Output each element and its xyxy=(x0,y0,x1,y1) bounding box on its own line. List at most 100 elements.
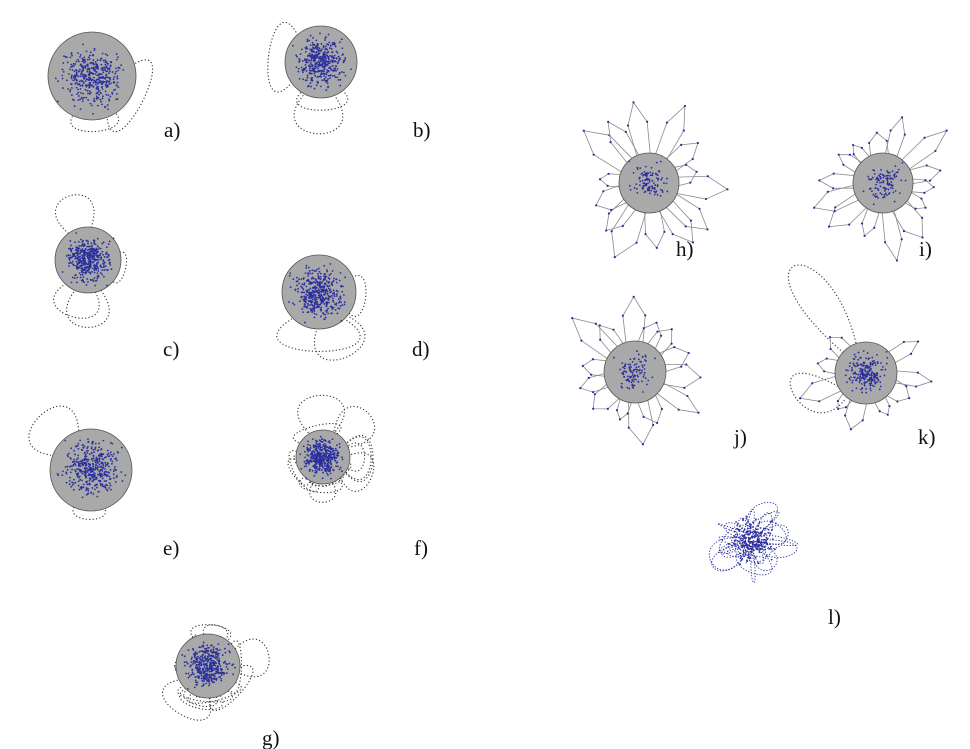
edge-loop xyxy=(752,520,787,545)
node xyxy=(220,677,223,680)
node xyxy=(859,357,862,359)
node xyxy=(99,252,102,255)
node xyxy=(91,474,94,476)
node xyxy=(112,470,115,473)
node xyxy=(70,83,73,86)
node xyxy=(71,484,74,486)
node xyxy=(114,481,117,483)
node xyxy=(628,184,631,187)
node xyxy=(196,657,199,660)
node xyxy=(205,673,208,676)
node xyxy=(744,544,747,546)
node xyxy=(93,258,96,261)
node xyxy=(77,250,80,252)
node xyxy=(306,446,309,449)
node xyxy=(620,382,623,385)
node xyxy=(104,90,107,93)
node xyxy=(66,61,69,64)
node xyxy=(300,295,303,298)
node xyxy=(629,358,632,361)
node xyxy=(311,276,314,279)
node xyxy=(88,93,91,95)
node xyxy=(115,459,118,462)
node xyxy=(218,671,221,674)
node xyxy=(314,471,317,474)
node xyxy=(98,259,100,261)
node xyxy=(849,428,852,431)
node xyxy=(635,362,638,365)
node xyxy=(97,247,100,249)
node xyxy=(314,295,316,298)
edge-petal xyxy=(628,400,654,445)
node xyxy=(85,85,88,88)
node xyxy=(192,673,194,675)
node xyxy=(320,315,322,318)
node xyxy=(879,385,882,388)
node xyxy=(329,77,331,80)
panel-k xyxy=(787,264,933,431)
node xyxy=(93,97,96,100)
node xyxy=(320,309,322,312)
node xyxy=(851,381,854,384)
node xyxy=(649,171,652,174)
node xyxy=(311,54,314,57)
node xyxy=(107,72,110,75)
node xyxy=(315,54,318,57)
edge-petal xyxy=(582,358,607,377)
node xyxy=(343,303,346,306)
node xyxy=(61,68,64,71)
node xyxy=(103,265,105,268)
node xyxy=(90,61,93,64)
node xyxy=(79,98,82,101)
node xyxy=(882,176,885,179)
node xyxy=(65,255,68,257)
node xyxy=(81,267,84,269)
node xyxy=(902,340,905,344)
node xyxy=(228,650,231,652)
node xyxy=(658,170,661,172)
node xyxy=(101,97,104,100)
node xyxy=(902,229,906,233)
node xyxy=(199,662,202,665)
node xyxy=(321,295,324,298)
node xyxy=(650,166,653,169)
node xyxy=(640,371,643,374)
node xyxy=(652,423,655,427)
node xyxy=(90,447,93,450)
node xyxy=(341,304,344,307)
node xyxy=(336,51,339,54)
node xyxy=(811,382,814,385)
node xyxy=(325,468,328,470)
node xyxy=(339,296,342,299)
node xyxy=(106,54,109,57)
node xyxy=(885,362,888,365)
node xyxy=(115,70,117,73)
node xyxy=(861,373,863,375)
node xyxy=(320,282,323,284)
node xyxy=(844,374,847,377)
node xyxy=(320,290,322,293)
node xyxy=(314,306,316,309)
node xyxy=(661,177,664,179)
node xyxy=(745,542,748,545)
node xyxy=(636,350,638,352)
node xyxy=(87,449,89,452)
node xyxy=(288,301,290,303)
node xyxy=(300,467,303,470)
node xyxy=(313,71,316,73)
node xyxy=(639,372,641,375)
node xyxy=(656,194,659,196)
node xyxy=(198,669,201,671)
edge-loop xyxy=(754,539,798,558)
node xyxy=(844,414,847,417)
node xyxy=(207,652,209,655)
node xyxy=(865,388,868,390)
node xyxy=(111,91,114,94)
node xyxy=(754,543,757,546)
node xyxy=(894,165,897,168)
node xyxy=(319,464,322,466)
node xyxy=(312,287,314,290)
node xyxy=(687,351,690,355)
node xyxy=(324,37,327,39)
node xyxy=(94,248,97,251)
